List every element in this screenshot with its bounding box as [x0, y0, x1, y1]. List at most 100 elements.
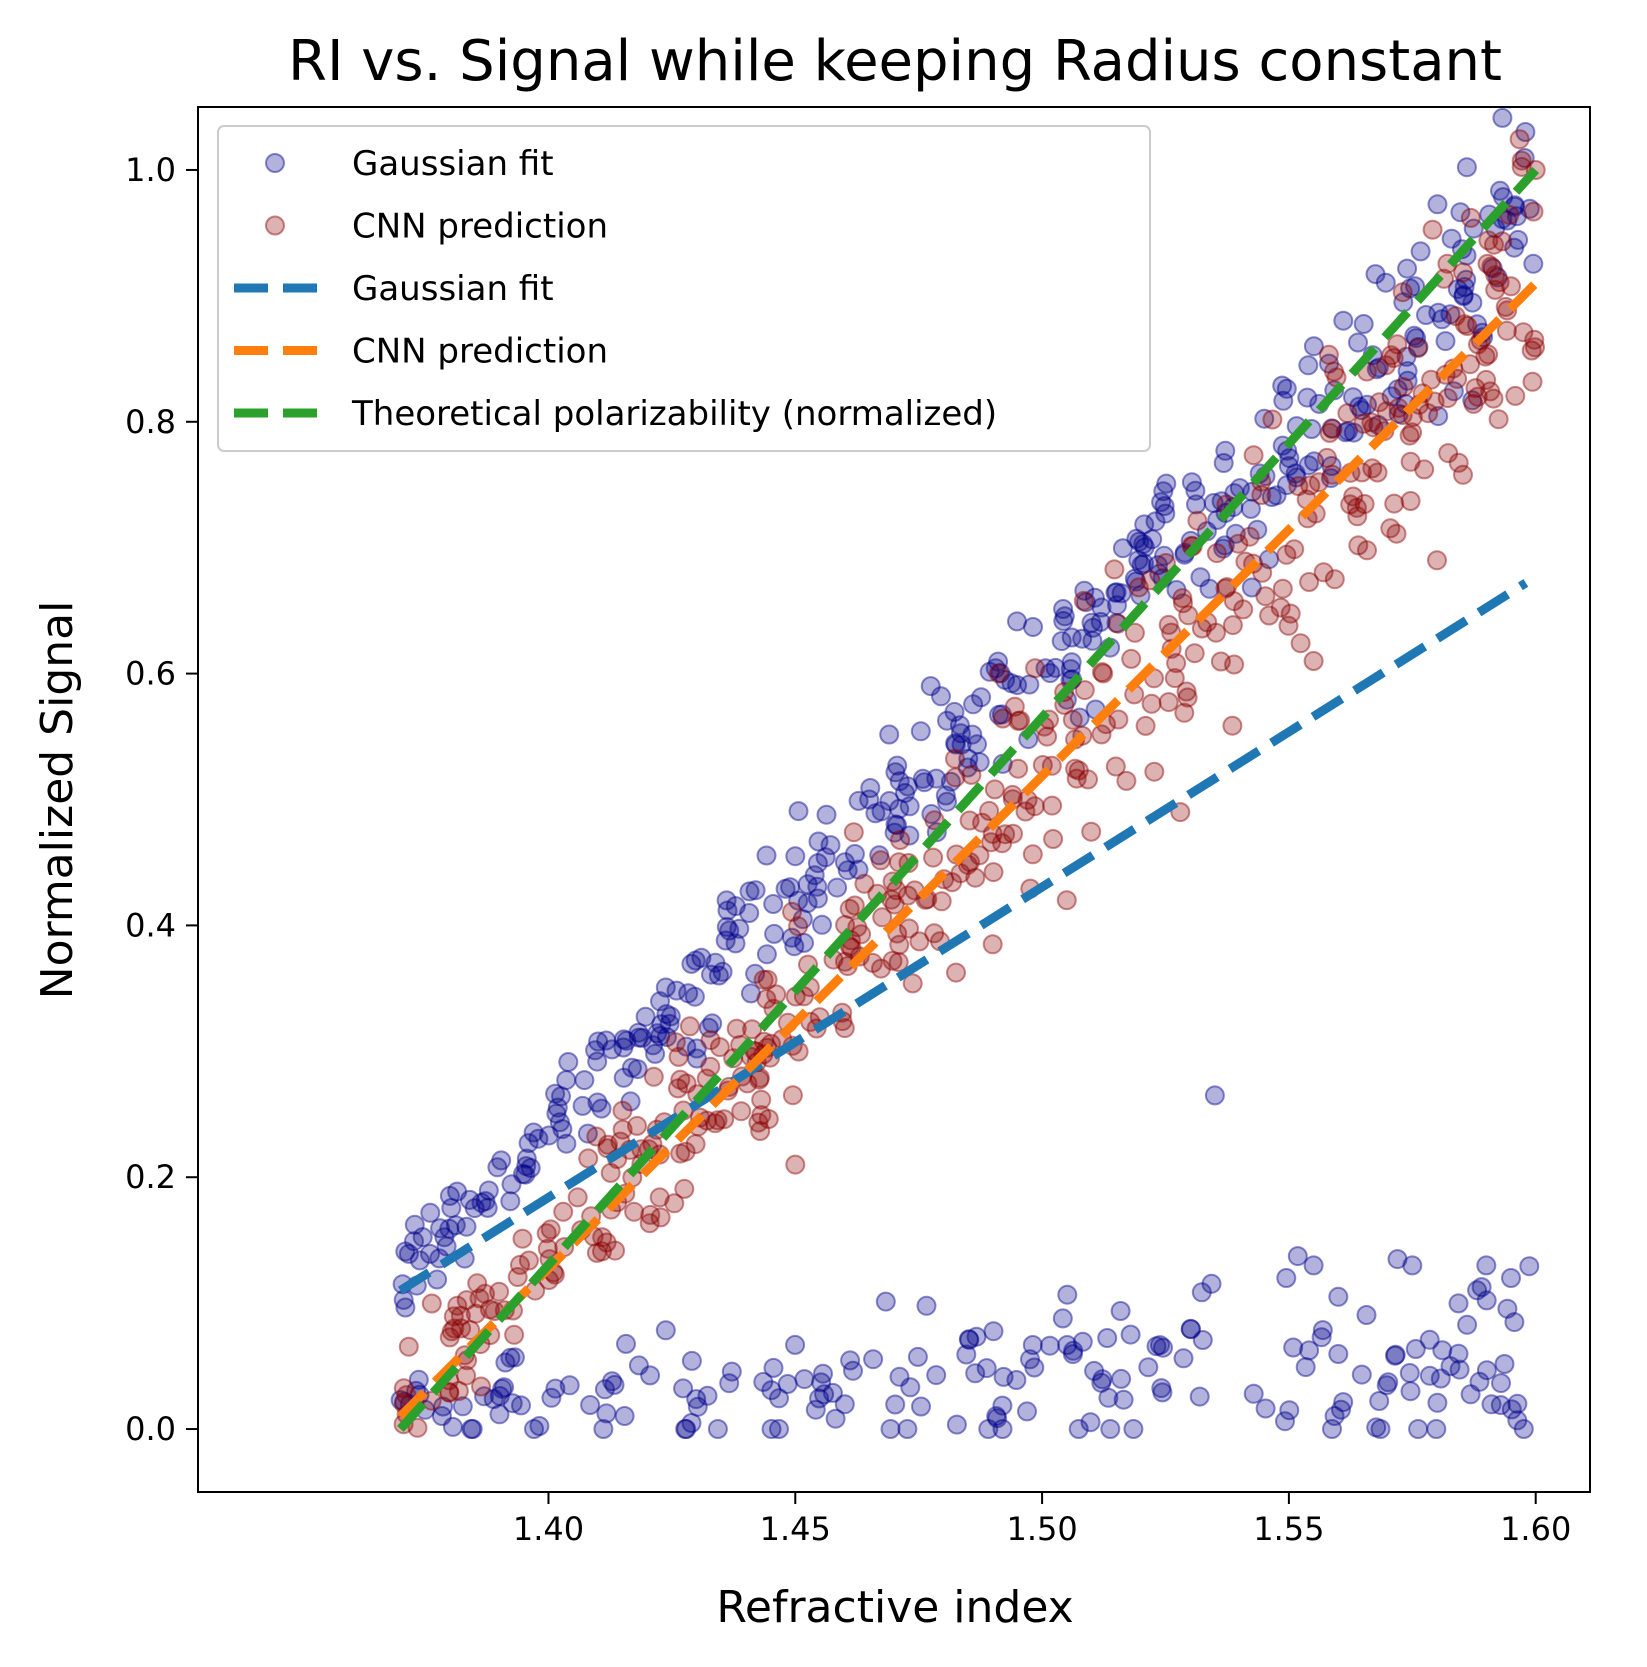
scatter-point: [452, 1396, 473, 1417]
scatter-point: [951, 734, 972, 755]
legend-box: [217, 125, 1151, 452]
scatter-point: [1478, 344, 1499, 365]
scatter-point: [981, 832, 1002, 853]
scatter-point: [1308, 472, 1329, 493]
scatter-point: [1333, 310, 1354, 331]
scatter-point: [1431, 309, 1452, 330]
scatter-point: [1511, 150, 1532, 171]
scatter-point: [1261, 487, 1282, 507]
scatter-point: [1054, 606, 1075, 627]
scatter-point: [1483, 388, 1504, 409]
scatter-point: [785, 1334, 806, 1355]
scatter-point: [451, 1318, 472, 1339]
scatter-point: [859, 789, 880, 810]
scatter-point: [982, 934, 1003, 955]
scatter-point: [670, 1069, 691, 1090]
scatter-point: [1508, 229, 1529, 250]
scatter-point: [1213, 538, 1234, 559]
scatter-point: [404, 1214, 425, 1235]
scatter-point: [962, 724, 983, 745]
scatter-point: [963, 694, 984, 715]
scatter-point: [409, 1250, 430, 1271]
scatter-point: [804, 865, 825, 886]
scatter-point: [1313, 562, 1334, 583]
scatter-point: [444, 1318, 465, 1339]
scatter-point: [907, 1346, 928, 1367]
scatter-point: [681, 1350, 702, 1371]
scatter-point: [959, 1329, 980, 1350]
scatter-point: [1343, 486, 1364, 507]
scatter-point: [1491, 1373, 1511, 1394]
scatter-point: [1515, 122, 1536, 142]
scatter-point: [1509, 129, 1530, 150]
scatter-point: [847, 917, 868, 938]
scatter-point: [992, 1419, 1013, 1439]
scatter-point: [1166, 653, 1187, 674]
scatter-point: [456, 1365, 477, 1386]
scatter-point: [1121, 648, 1142, 669]
scatter-point: [643, 1035, 664, 1056]
scatter-point: [1042, 795, 1063, 816]
scatter-point: [1283, 1337, 1304, 1358]
scatter-point: [1215, 440, 1236, 461]
scatter-point: [1402, 1255, 1423, 1276]
scatter-point: [492, 1378, 513, 1399]
scatter-point: [1001, 673, 1022, 694]
scatter-point: [572, 1095, 593, 1116]
scatter-point: [597, 1134, 618, 1155]
scatter-point: [441, 1198, 462, 1218]
scatter-point: [624, 1201, 645, 1222]
scatter-point: [1448, 1293, 1469, 1314]
scatter-point: [1348, 332, 1368, 353]
scatter-point: [1037, 726, 1058, 747]
scatter-point: [785, 1154, 806, 1175]
scatter-point: [1354, 494, 1375, 514]
scatter-point: [900, 1377, 921, 1398]
scatter-point: [1222, 715, 1243, 736]
scatter-point: [1153, 481, 1174, 502]
scatter-point: [782, 1085, 803, 1106]
scatter-point: [613, 1067, 634, 1088]
scatter-point: [1189, 1386, 1210, 1407]
scatter-point: [888, 952, 909, 973]
scatter-point: [763, 894, 784, 914]
scatter-point: [1400, 278, 1421, 299]
scatter-point: [1476, 1255, 1497, 1276]
scatter-point: [979, 800, 1000, 821]
scatter-point: [1399, 425, 1420, 446]
scatter-point: [1507, 1393, 1528, 1414]
scatter-point: [1404, 325, 1425, 346]
scatter-point: [691, 947, 712, 968]
scatter-point: [502, 1393, 523, 1414]
scatter-point: [978, 1419, 999, 1439]
scatter-point: [1299, 1340, 1320, 1361]
legend-item: Theoretical polarizability (normalized): [234, 394, 997, 434]
scatter-point: [1448, 1343, 1469, 1364]
scatter-point: [1453, 285, 1474, 305]
scatter-point: [885, 762, 906, 783]
legend-item: Gaussian fit: [265, 144, 554, 184]
scatter-point: [705, 1113, 726, 1134]
scatter-point: [439, 1218, 460, 1239]
scatter-point: [700, 1030, 721, 1051]
scatter-point: [1453, 262, 1474, 283]
scatter-point: [1400, 1381, 1421, 1402]
scatter-point: [1521, 340, 1542, 361]
scatter-point: [475, 1191, 496, 1212]
scatter-point: [1357, 540, 1377, 561]
scatter-point: [1129, 531, 1150, 552]
scatter-point: [1414, 459, 1435, 480]
scatter-point: [897, 885, 918, 906]
scatter-point: [1426, 1419, 1447, 1439]
scatter-point: [528, 1128, 549, 1149]
scatter-point: [1348, 535, 1369, 556]
scatter-point: [931, 686, 951, 707]
scatter-point: [1180, 1318, 1201, 1339]
scatter-point: [1335, 422, 1356, 443]
scatter-point: [889, 771, 910, 792]
scatter-point: [585, 1040, 606, 1061]
scatter-point: [1091, 724, 1112, 745]
scatter-point: [404, 1231, 424, 1252]
x-tick-label: 1.60: [1500, 1510, 1571, 1548]
scatter-point: [1176, 681, 1197, 702]
